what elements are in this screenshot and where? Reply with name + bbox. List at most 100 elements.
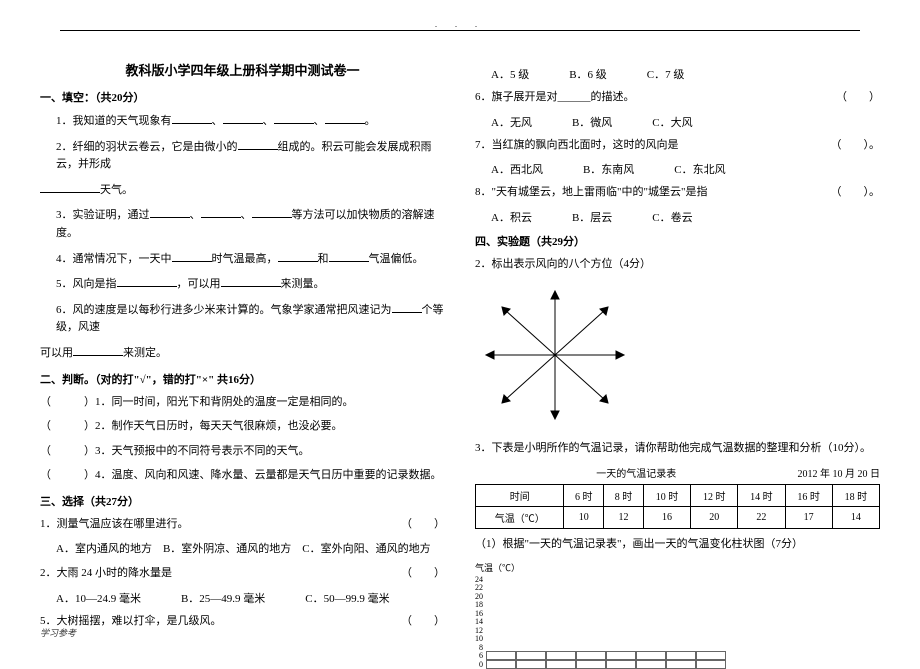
header-dots: . . . (435, 20, 485, 29)
cell: 17 (785, 506, 832, 528)
tick: 6 (475, 652, 483, 661)
opt: B．室外阴凉、通风的地方 (163, 543, 291, 555)
y-axis: 24 22 20 18 16 14 12 10 8 6 0 (475, 576, 486, 669)
q2-2-text: ）2．制作天气日历时，每天天气很麻烦，也没必要。 (84, 420, 343, 432)
opt: A．10—24.9 毫米 (56, 590, 141, 606)
q1-5b: ，可以用 (177, 278, 221, 290)
q3-2-text: 2．大雨 24 小时的降水量是 (40, 567, 172, 579)
q3-1: 1．测量气温应该在哪里进行。（ ） (40, 516, 445, 534)
q1-5: 5．风向是指 ，可以用 来测量。 (40, 275, 445, 294)
opt: C．50—99.9 毫米 (305, 590, 389, 606)
table-title: 一天的气温记录表 (475, 465, 798, 480)
section1-heading: 一、填空：（共20分） (40, 89, 445, 105)
q3-8-opts: A．积云 B．层云 C．卷云 (491, 209, 880, 225)
q1-4c: 和 (318, 253, 329, 265)
cell: 8 时 (604, 484, 644, 506)
temp-table: 时间 6 时 8 时 10 时 12 时 14 时 16 时 18 时 气温（℃… (475, 484, 880, 529)
opt: A．积云 (491, 209, 532, 225)
q1-5c: 来测量。 (281, 278, 325, 290)
cell: 20 (691, 506, 738, 528)
q1-3: 3．实验证明，通过、、等方法可以加快物质的溶解速度。 (40, 206, 445, 242)
q1-3a: 3．实验证明，通过 (56, 209, 150, 221)
q3-7-text: 7．当红旗的飘向西北面时，这时的风向是 (475, 139, 679, 151)
q1-5a: 5．风向是指 (56, 278, 117, 290)
table-title-row: 一天的气温记录表 2012 年 10 月 20 日 (475, 465, 880, 480)
bar-chart: 气温（℃） 24 22 20 18 16 14 12 10 8 6 0 (475, 561, 880, 669)
q1-2a: 2．纤细的羽状云卷云，它是由微小的 (56, 141, 238, 153)
chart-y-label: 气温（℃） (475, 561, 880, 574)
q1-2c: 天气。 (100, 184, 133, 196)
q1-2: 2．纤细的羽状云卷云，它是由微小的组成的。积云可能会发展成积雨云，并形成 (40, 138, 445, 174)
opt: B．层云 (572, 209, 612, 225)
section4-heading: 四、实验题（共29分） (475, 233, 880, 249)
opt: C．卷云 (652, 209, 692, 225)
q1-4d: 气温偏低。 (369, 253, 424, 265)
footer-text: 学习参考 (40, 626, 76, 639)
q2-4-text: ）4．温度、风向和风速、降水量、云量都是天气日历中重要的记录数据。 (84, 469, 442, 481)
table-row: 气温（℃） 10 12 16 20 22 17 14 (476, 506, 880, 528)
opt: C．7 级 (647, 66, 685, 82)
opt: B．东南风 (583, 161, 634, 177)
q4-2: 2．标出表示风向的八个方位（4分） (475, 256, 880, 274)
q4-3-1: （1）根据"一天的气温记录表"，画出一天的气温变化柱状图（7分） (475, 536, 880, 554)
tick: 0 (475, 661, 483, 669)
cell: 16 时 (785, 484, 832, 506)
q1-2c-line: 天气。 (40, 181, 445, 200)
section3-heading: 三、选择（共27分） (40, 493, 445, 509)
q2-1-text: ）1．同一时间，阳光下和背阴处的温度一定是相同的。 (84, 396, 354, 408)
q1-4b: 时气温最高， (212, 253, 278, 265)
q2-3-text: ）3．天气预报中的不同符号表示不同的天气。 (84, 445, 310, 457)
cell: 12 时 (691, 484, 738, 506)
cell: 16 (643, 506, 690, 528)
grid-area (486, 651, 726, 669)
q1-1: 1．我知道的天气现象有、、、。 (40, 112, 445, 131)
q3-8: 8．"天有城堡云，地上雷雨临"中的"城堡云"是指（ ）。 (475, 184, 880, 202)
right-column: A．5 级 B．6 级 C．7 级 6．旗子展开是对______的描述。（ ） … (475, 60, 880, 669)
opt: C．东北风 (674, 161, 725, 177)
q3-5-opts: A．5 级 B．6 级 C．7 级 (491, 66, 880, 82)
left-column: 教科版小学四年级上册科学期中测试卷一 一、填空：（共20分） 1．我知道的天气现… (40, 60, 445, 669)
q2-3: （ ）3．天气预报中的不同符号表示不同的天气。 (40, 443, 445, 461)
opt: A．室内通风的地方 (56, 543, 152, 555)
q3-5-text: 5．大树摇摆，难以打伞，是几级风。 (40, 615, 222, 627)
q3-1-opts: A．室内通风的地方 B．室外阴凉、通风的地方 C．室外向阳、通风的地方 (40, 541, 445, 559)
q3-7: 7．当红旗的飘向西北面时，这时的风向是（ ）。 (475, 137, 880, 155)
q1-6a: 6．风的速度是以每秒行进多少米来计算的。气象学家通常把风速记为 (56, 304, 392, 316)
cell: 18 时 (832, 484, 879, 506)
q1-4a: 4．通常情况下，一天中 (56, 253, 172, 265)
q1-1-text: 1．我知道的天气现象有 (56, 115, 172, 127)
table-date: 2012 年 10 月 20 日 (798, 465, 881, 480)
opt: A．西北风 (491, 161, 543, 177)
cell: 14 时 (738, 484, 785, 506)
cell: 12 (604, 506, 644, 528)
opt: A．无风 (491, 114, 532, 130)
q1-6c: 可以用 (40, 347, 73, 359)
q2-2: （ ）2．制作天气日历时，每天天气很麻烦，也没必要。 (40, 418, 445, 436)
q1-6d: 来测定。 (123, 347, 167, 359)
q1-6: 6．风的速度是以每秒行进多少米来计算的。气象学家通常把风速记为个等级，风速 (40, 301, 445, 337)
q3-6: 6．旗子展开是对______的描述。（ ） (475, 89, 880, 107)
q1-6c-line: 可以用 来测定。 (40, 344, 445, 363)
table-row: 时间 6 时 8 时 10 时 12 时 14 时 16 时 18 时 (476, 484, 880, 506)
q4-3: 3．下表是小明所作的气温记录，请你帮助他完成气温数据的整理和分析（10分）。 (475, 440, 880, 458)
q3-8-text: 8．"天有城堡云，地上雷雨临"中的"城堡云"是指 (475, 186, 707, 198)
opt: C．大风 (652, 114, 692, 130)
q3-2-opts: A．10—24.9 毫米 B．25—49.9 毫米 C．50—99.9 毫米 (56, 590, 445, 606)
cell: 10 (564, 506, 604, 528)
th-time: 时间 (476, 484, 564, 506)
cell: 10 时 (643, 484, 690, 506)
q3-1-text: 1．测量气温应该在哪里进行。 (40, 518, 189, 530)
cell: 14 (832, 506, 879, 528)
q3-6-opts: A．无风 B．微风 C．大风 (491, 114, 880, 130)
header-rule (60, 30, 860, 31)
opt: A．5 级 (491, 66, 529, 82)
th-temp: 气温（℃） (476, 506, 564, 528)
cell: 6 时 (564, 484, 604, 506)
section2-heading: 二、判断。（对的打"√"，错的打"×" 共16分） (40, 371, 445, 387)
cell: 22 (738, 506, 785, 528)
opt: B．6 级 (569, 66, 607, 82)
q2-4: （ ）4．温度、风向和风速、降水量、云量都是天气日历中重要的记录数据。 (40, 467, 445, 485)
opt: C．室外向阳、通风的地方 (302, 543, 430, 555)
q2-1: （ ）1．同一时间，阳光下和背阴处的温度一定是相同的。 (40, 394, 445, 412)
exam-title: 教科版小学四年级上册科学期中测试卷一 (40, 60, 445, 79)
